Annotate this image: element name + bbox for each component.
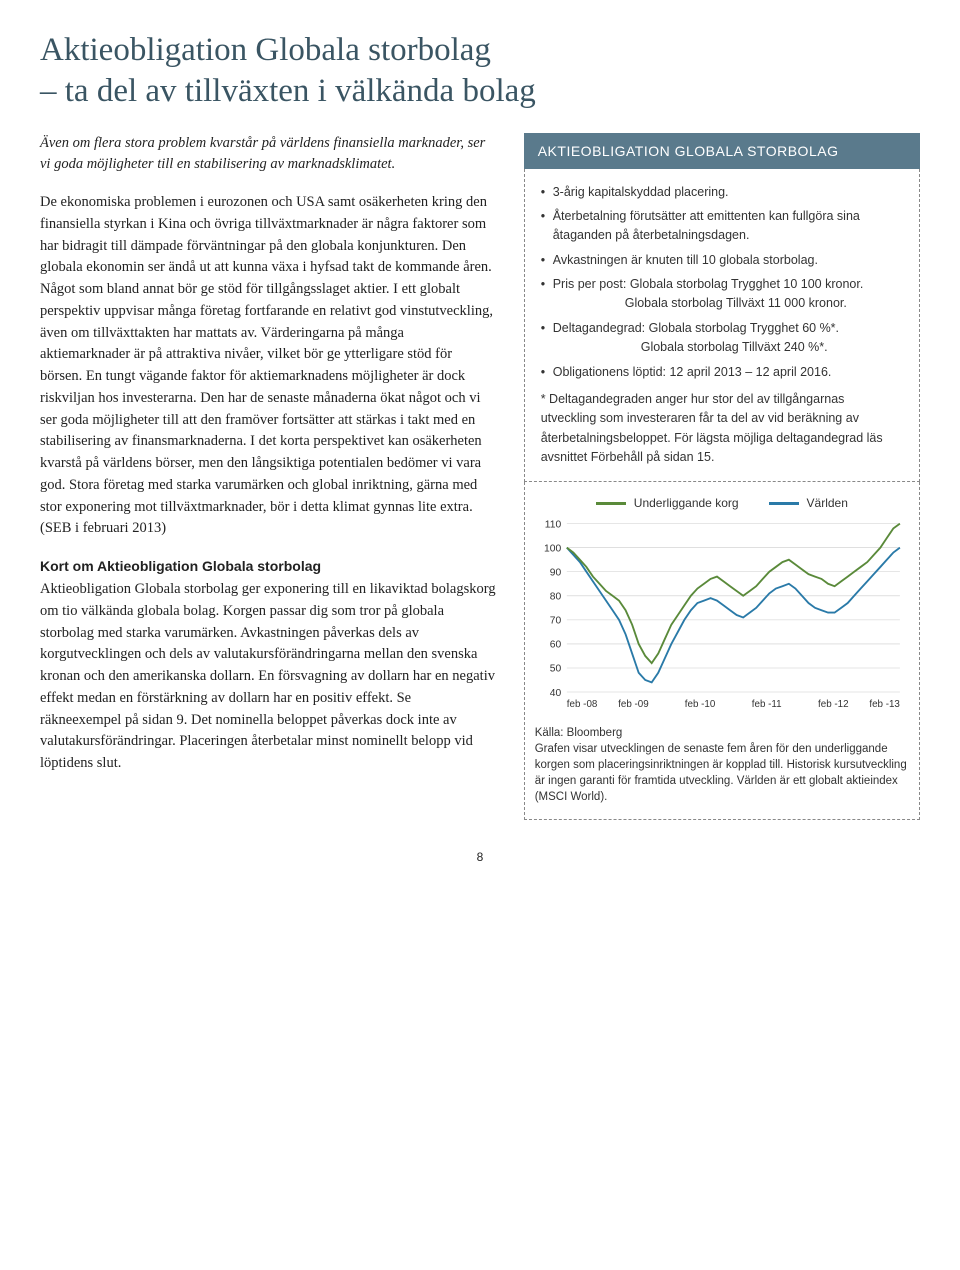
info-item: Deltagandegrad: Globala storbolag Tryggh… bbox=[541, 319, 903, 358]
svg-text:100: 100 bbox=[544, 544, 561, 555]
legend-swatch-2 bbox=[769, 502, 799, 505]
subheading: Kort om Aktieobligation Globala storbola… bbox=[40, 556, 496, 577]
svg-text:feb -11: feb -11 bbox=[751, 699, 781, 710]
page-number: 8 bbox=[40, 850, 920, 864]
svg-text:feb -10: feb -10 bbox=[684, 699, 715, 710]
infobox-footnote: * Deltagandegraden anger hur stor del av… bbox=[541, 390, 903, 468]
svg-text:70: 70 bbox=[549, 616, 561, 627]
intro-paragraph: Även om flera stora problem kvarstår på … bbox=[40, 133, 496, 177]
chart-caption-text: Grafen visar utvecklingen de senaste fem… bbox=[535, 743, 907, 803]
info-item: 3-årig kapitalskyddad placering. bbox=[541, 183, 903, 202]
svg-text:90: 90 bbox=[549, 568, 561, 579]
chart-container: Underliggande korg Världen 40 50 60 70 80 90 1… bbox=[524, 482, 920, 820]
legend-label-2: Världen bbox=[807, 496, 848, 510]
info-item: Avkastningen är knuten till 10 globala s… bbox=[541, 251, 903, 270]
legend-label-1: Underliggande korg bbox=[634, 496, 739, 510]
svg-text:80: 80 bbox=[549, 592, 561, 603]
info-item: Återbetalning förutsätter att emittenten… bbox=[541, 207, 903, 246]
svg-text:feb -13: feb -13 bbox=[869, 699, 900, 710]
info-item: Obligationens löptid: 12 april 2013 – 12… bbox=[541, 363, 903, 382]
infobox-body: 3-årig kapitalskyddad placering. Återbet… bbox=[524, 169, 920, 483]
page-title: Aktieobligation Globala storbolag– ta de… bbox=[40, 30, 920, 113]
right-column: AKTIEOBLIGATION GLOBALA STORBOLAG 3-årig… bbox=[524, 133, 920, 821]
svg-text:40: 40 bbox=[549, 688, 561, 699]
legend-item-2: Världen bbox=[769, 496, 848, 510]
two-column-layout: Även om flera stora problem kvarstår på … bbox=[40, 133, 920, 821]
info-item-text: Pris per post: Globala storbolag Trygghe… bbox=[553, 277, 864, 291]
info-item-indent: Globala storbolag Tillväxt 240 %*. bbox=[553, 338, 903, 357]
svg-text:60: 60 bbox=[549, 640, 561, 651]
info-item-text: Deltagandegrad: Globala storbolag Tryggh… bbox=[553, 321, 839, 335]
legend-item-1: Underliggande korg bbox=[596, 496, 739, 510]
svg-text:feb -08: feb -08 bbox=[567, 699, 598, 710]
svg-text:feb -09: feb -09 bbox=[618, 699, 649, 710]
infobox-list: 3-årig kapitalskyddad placering. Återbet… bbox=[541, 183, 903, 382]
svg-text:50: 50 bbox=[549, 664, 561, 675]
chart-legend: Underliggande korg Världen bbox=[535, 496, 909, 510]
body-paragraph-1: De ekonomiska problemen i eurozonen och … bbox=[40, 192, 496, 540]
line-chart: 40 50 60 70 80 90 100 110 feb -08 feb -09 feb -10 f… bbox=[535, 518, 909, 714]
chart-caption: Källa: Bloomberg Grafen visar utveckling… bbox=[535, 725, 909, 805]
left-column: Även om flera stora problem kvarstår på … bbox=[40, 133, 496, 821]
infobox-header: AKTIEOBLIGATION GLOBALA STORBOLAG bbox=[524, 133, 920, 169]
info-item: Pris per post: Globala storbolag Trygghe… bbox=[541, 275, 903, 314]
svg-text:110: 110 bbox=[545, 520, 562, 531]
info-item-indent: Globala storbolag Tillväxt 11 000 kronor… bbox=[553, 294, 903, 313]
chart-source: Källa: Bloomberg bbox=[535, 727, 623, 739]
legend-swatch-1 bbox=[596, 502, 626, 505]
svg-text:feb -12: feb -12 bbox=[818, 699, 849, 710]
body-paragraph-2: Aktieobligation Globala storbolag ger ex… bbox=[40, 579, 496, 775]
